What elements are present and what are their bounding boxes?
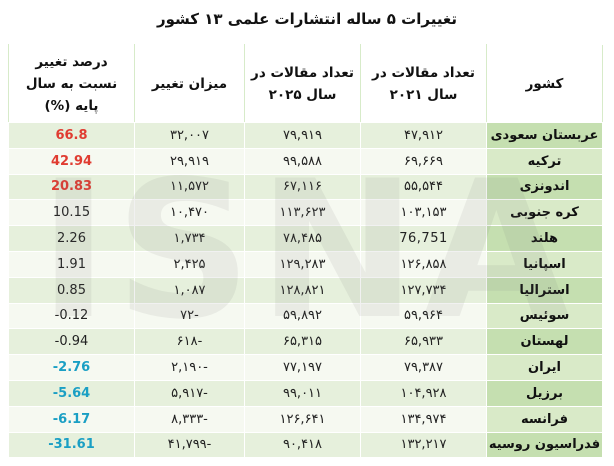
count-2021-cell: ۶۵,۹۳۳ [360,328,487,356]
change-cell: ۱۱,۵۷۲ [134,173,245,201]
percent-change-cell: 2.26 [8,225,135,252]
page-title: تغییرات ۵ ساله انتشارات علمی ۱۳ کشور [156,10,458,28]
header-count-2021: تعداد مقالات در سال ۲۰۲۱ [360,44,487,123]
percent-change-cell: -31.61 [8,431,135,459]
publications-table: کشور تعداد مقالات در سال ۲۰۲۱ تعداد مقال… [8,44,603,459]
count-2025-cell: ۹۰,۴۱۸ [244,431,361,459]
percent-change-cell: -2.76 [8,354,135,381]
change-cell: ۱۰,۴۷۰ [134,199,245,227]
count-2025-cell: ۱۱۳,۶۲۳ [244,199,361,227]
change-cell: ۱,۰۸۷ [134,276,245,304]
header-row: کشور تعداد مقالات در سال ۲۰۲۱ تعداد مقال… [8,44,603,123]
table-row: فرانسه ۱۳۴,۹۷۴ ۱۲۶,۶۴۱ -۸,۳۳۳ -6.17 [8,405,603,433]
header-change: میزان تغییر [134,44,245,123]
change-cell: -۷۲ [134,302,245,330]
count-2025-cell: ۹۹,۰۱۱ [244,379,361,407]
percent-change-cell: 10.15 [8,199,135,227]
count-2021-cell: ۵۹,۹۶۴ [360,302,487,330]
change-cell: ۲۹,۹۱۹ [134,147,245,175]
table-row: اندونزی ۵۵,۵۴۴ ۶۷,۱۱۶ ۱۱,۵۷۲ 20.83 [8,173,603,201]
count-2021-cell: ۱۳۴,۹۷۴ [360,405,487,433]
count-2025-cell: ۱۲۸,۸۲۱ [244,276,361,304]
change-cell: -۲,۱۹۰ [134,354,245,381]
count-2021-cell: ۴۷,۹۱۲ [360,122,487,149]
table-row: ایران ۷۹,۳۸۷ ۷۷,۱۹۷ -۲,۱۹۰ -2.76 [8,354,603,381]
count-2025-cell: ۷۹,۹۱۹ [244,122,361,149]
count-2021-cell: 76,751 [360,225,487,252]
country-cell: اندونزی [486,173,603,201]
header-percent-change: درصد تغییر نسبت به سال پایه (%) [8,44,135,123]
country-cell: فدراسیون روسیه [486,431,603,459]
country-cell: سوئیس [486,302,603,330]
count-2025-cell: ۷۷,۱۹۷ [244,354,361,381]
percent-change-cell: 66.8 [8,122,135,149]
country-cell: هلند [486,225,603,252]
count-2021-cell: ۱۰۴,۹۲۸ [360,379,487,407]
change-cell: -۵,۹۱۷ [134,379,245,407]
country-cell: استرالیا [486,276,603,304]
count-2021-cell: ۶۹,۶۶۹ [360,147,487,175]
country-cell: اسپانیا [486,250,603,278]
count-2021-cell: ۱۳۲,۲۱۷ [360,431,487,459]
count-2025-cell: ۱۲۹,۲۸۳ [244,250,361,278]
percent-change-cell: 42.94 [8,147,135,175]
percent-change-cell: -0.12 [8,302,135,330]
table-row: عربستان سعودی ۴۷,۹۱۲ ۷۹,۹۱۹ ۳۲,۰۰۷ 66.8 [8,122,603,149]
table-body: عربستان سعودی ۴۷,۹۱۲ ۷۹,۹۱۹ ۳۲,۰۰۷ 66.8 ترکیه… [8,122,603,459]
count-2025-cell: ۶۷,۱۱۶ [244,173,361,201]
change-cell: ۲,۴۲۵ [134,250,245,278]
header-count-2025: تعداد مقالات در سال ۲۰۲۵ [244,44,361,123]
header-country: کشور [486,44,603,123]
count-2021-cell: ۱۰۳,۱۵۳ [360,199,487,227]
count-2025-cell: ۶۵,۳۱۵ [244,328,361,356]
country-cell: فرانسه [486,405,603,433]
count-2021-cell: ۱۲۷,۷۳۴ [360,276,487,304]
table-row: ترکیه ۶۹,۶۶۹ ۹۹,۵۸۸ ۲۹,۹۱۹ 42.94 [8,147,603,175]
percent-change-cell: 0.85 [8,276,135,304]
table-row: سوئیس ۵۹,۹۶۴ ۵۹,۸۹۲ -۷۲ -0.12 [8,302,603,330]
table-row: لهستان ۶۵,۹۳۳ ۶۵,۳۱۵ -۶۱۸ -0.94 [8,328,603,356]
percent-change-cell: -0.94 [8,328,135,356]
percent-change-cell: 1.91 [8,250,135,278]
percent-change-cell: -6.17 [8,405,135,433]
count-2021-cell: ۷۹,۳۸۷ [360,354,487,381]
percent-change-cell: 20.83 [8,173,135,201]
country-cell: لهستان [486,328,603,356]
change-cell: ۳۲,۰۰۷ [134,122,245,149]
country-cell: ترکیه [486,147,603,175]
country-cell: عربستان سعودی [486,122,603,149]
country-cell: برزیل [486,379,603,407]
change-cell: -۶۱۸ [134,328,245,356]
change-cell: -۸,۳۳۳ [134,405,245,433]
table-row: استرالیا ۱۲۷,۷۳۴ ۱۲۸,۸۲۱ ۱,۰۸۷ 0.85 [8,276,603,304]
change-cell: -۴۱,۷۹۹ [134,431,245,459]
country-cell: ایران [486,354,603,381]
country-cell: کره جنوبی [486,199,603,227]
table-row: کره جنوبی ۱۰۳,۱۵۳ ۱۱۳,۶۲۳ ۱۰,۴۷۰ 10.15 [8,199,603,227]
count-2025-cell: ۹۹,۵۸۸ [244,147,361,175]
count-2025-cell: ۱۲۶,۶۴۱ [244,405,361,433]
count-2021-cell: ۵۵,۵۴۴ [360,173,487,201]
percent-change-cell: -5.64 [8,379,135,407]
table-row: هلند 76,751 ۷۸,۴۸۵ ۱,۷۳۴ 2.26 [8,225,603,252]
table-row: فدراسیون روسیه ۱۳۲,۲۱۷ ۹۰,۴۱۸ -۴۱,۷۹۹ -31.61 [8,431,603,459]
count-2025-cell: ۵۹,۸۹۲ [244,302,361,330]
count-2025-cell: ۷۸,۴۸۵ [244,225,361,252]
table-row: اسپانیا ۱۲۶,۸۵۸ ۱۲۹,۲۸۳ ۲,۴۲۵ 1.91 [8,250,603,278]
count-2021-cell: ۱۲۶,۸۵۸ [360,250,487,278]
change-cell: ۱,۷۳۴ [134,225,245,252]
table-row: برزیل ۱۰۴,۹۲۸ ۹۹,۰۱۱ -۵,۹۱۷ -5.64 [8,379,603,407]
